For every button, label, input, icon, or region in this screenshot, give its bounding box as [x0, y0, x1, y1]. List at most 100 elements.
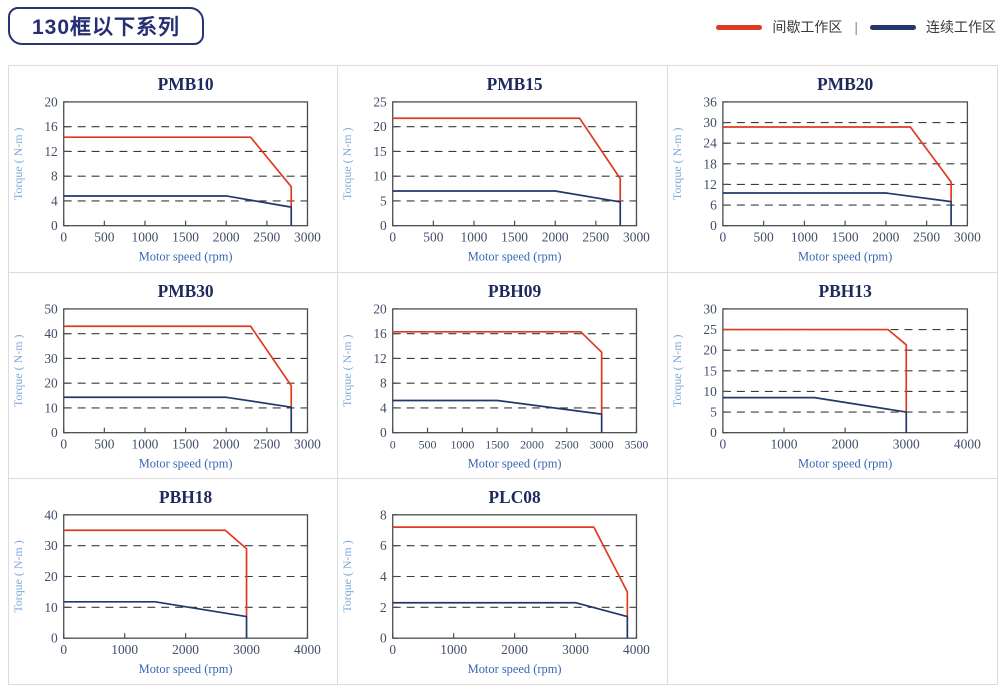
legend-label-intermittent: 间歇工作区: [772, 19, 843, 35]
chart-title: PBH18: [159, 487, 212, 507]
chart-panel-pmb20: PMB20 0 6 12 18 24 30 36 0 500 1000 1500 2000 2500 300…: [667, 66, 997, 273]
plot-border: [721, 101, 968, 227]
x-tick-label: 3000: [294, 230, 321, 245]
y-tick-label: 40: [44, 507, 58, 522]
x-tick-label: 3000: [233, 642, 260, 657]
plot-border: [63, 101, 309, 227]
x-tick-label: 0: [390, 437, 396, 451]
plot-border: [392, 514, 638, 639]
chart-title: PLC08: [489, 487, 542, 507]
chart-title: PMB15: [487, 74, 543, 94]
y-tick-label: 6: [380, 538, 387, 553]
y-tick-label: 36: [703, 94, 717, 109]
intermittent-zone-line: [63, 324, 293, 407]
x-tick-label: 2000: [542, 230, 569, 245]
x-tick-label: 2000: [213, 230, 240, 245]
intermittent-zone-line: [63, 136, 293, 208]
y-tick-label: 16: [44, 119, 58, 134]
y-tick-label: 0: [710, 425, 717, 440]
legend-separator: |: [854, 19, 858, 35]
y-tick-label: 10: [44, 600, 58, 615]
intermittent-zone-line: [393, 330, 603, 414]
y-tick-label: 12: [44, 144, 57, 159]
x-tick-label: 4000: [294, 642, 321, 657]
y-tick-label: 16: [374, 326, 388, 341]
y-tick-label: 15: [374, 144, 388, 159]
y-tick-label: 0: [380, 631, 387, 646]
intermittent-zone-line: [393, 117, 622, 202]
continuous-zone-line: [393, 602, 629, 639]
intermittent-zone-line: [722, 328, 907, 412]
x-tick-label: 4000: [623, 642, 650, 657]
y-axis-label: Torque ( N-m ): [11, 540, 25, 612]
intermittent-zone-line: [722, 126, 952, 202]
plot-border: [63, 514, 309, 639]
legend: 间歇工作区 | 连续工作区: [716, 17, 996, 37]
continuous-line-swatch: [870, 24, 916, 30]
continuous-zone-line: [393, 190, 622, 226]
x-tick-label: 1000: [132, 436, 159, 451]
x-tick-label: 0: [60, 642, 67, 657]
continuous-zone-line: [722, 192, 952, 226]
y-tick-label: 20: [44, 569, 58, 584]
x-tick-label: 2000: [172, 642, 199, 657]
x-tick-label: 500: [94, 230, 114, 245]
x-tick-label: 1000: [441, 642, 468, 657]
y-tick-label: 20: [703, 342, 717, 357]
x-tick-label: 0: [60, 230, 67, 245]
x-tick-label: 500: [753, 230, 773, 245]
page-header: 130框以下系列 间歇工作区 | 连续工作区: [0, 0, 1006, 58]
y-axis-label: Torque ( N-m ): [11, 334, 25, 407]
y-tick-label: 2: [380, 600, 387, 615]
x-tick-label: 0: [60, 436, 67, 451]
series-title: 130框以下系列: [32, 16, 181, 39]
x-tick-label: 0: [719, 230, 726, 245]
x-axis-label: Motor speed (rpm): [468, 250, 562, 264]
chart-grid: PMB10 0 4 8 12 16 20 0 500 1000 1500 2000 2500 3000 To…: [8, 65, 998, 685]
x-tick-label: 1500: [502, 230, 529, 245]
y-tick-label: 0: [380, 425, 387, 440]
chart-pbh13: PBH13 0 5 10 15 20 25 30 0 1000 2000 3000 4000 Torque…: [670, 281, 981, 471]
x-tick-label: 1500: [486, 437, 510, 451]
chart-title: PMB30: [158, 281, 214, 301]
x-tick-label: 2000: [502, 642, 529, 657]
y-axis-label: Torque ( N-m ): [340, 540, 354, 612]
y-tick-label: 20: [374, 119, 388, 134]
y-tick-label: 30: [44, 538, 58, 553]
x-tick-label: 2500: [583, 230, 610, 245]
y-tick-label: 15: [703, 363, 717, 378]
y-tick-label: 5: [710, 404, 717, 419]
x-tick-label: 2500: [555, 437, 579, 451]
chart-panel-pmb15: PMB15 0 5 10 15 20 25 0 500 1000 1500 2000 2500 3000 T…: [338, 66, 668, 273]
x-axis-label: Motor speed (rpm): [139, 250, 233, 264]
y-tick-label: 50: [44, 301, 58, 316]
y-tick-label: 18: [703, 156, 717, 171]
x-axis-label: Motor speed (rpm): [468, 662, 562, 676]
y-tick-label: 20: [44, 94, 58, 109]
chart-panel-pbh13: PBH13 0 5 10 15 20 25 30 0 1000 2000 3000 4000 Torque…: [667, 272, 997, 480]
y-tick-label: 0: [380, 218, 387, 233]
continuous-zone-line: [393, 399, 603, 433]
y-tick-label: 10: [374, 169, 388, 184]
x-tick-label: 1000: [451, 437, 475, 451]
y-axis-label: Torque ( N-m ): [340, 334, 354, 407]
chart-pbh09: PBH09 0 4 8 12 16 20 0 500 1000 1500 2000 2500 3000 35…: [340, 281, 648, 471]
x-tick-label: 3000: [562, 642, 589, 657]
plot-border: [721, 307, 968, 433]
x-tick-label: 0: [719, 436, 726, 451]
y-tick-label: 12: [703, 177, 716, 192]
x-tick-label: 2000: [872, 230, 899, 245]
x-axis-label: Motor speed (rpm): [139, 662, 233, 676]
plot-border: [63, 307, 309, 433]
chart-pmb10: PMB10 0 4 8 12 16 20 0 500 1000 1500 2000 2500 3000 To…: [11, 74, 321, 264]
x-tick-label: 3000: [892, 436, 919, 451]
x-tick-label: 500: [94, 436, 114, 451]
series-title-badge: 130框以下系列: [8, 7, 205, 45]
x-tick-label: 500: [424, 230, 444, 245]
y-tick-label: 0: [51, 425, 58, 440]
y-tick-label: 25: [374, 94, 388, 109]
chart-title: PMB10: [158, 74, 214, 94]
continuous-zone-line: [63, 396, 293, 433]
plot-border: [392, 307, 638, 433]
